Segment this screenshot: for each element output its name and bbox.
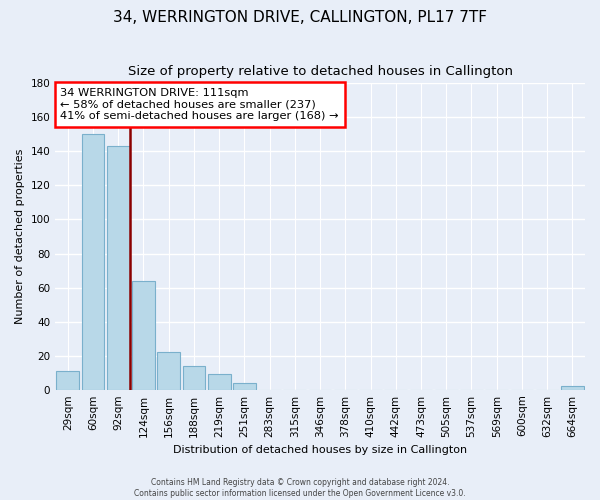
Bar <box>561 386 584 390</box>
Title: Size of property relative to detached houses in Callington: Size of property relative to detached ho… <box>128 65 512 78</box>
Bar <box>157 352 180 390</box>
Text: 34 WERRINGTON DRIVE: 111sqm
← 58% of detached houses are smaller (237)
41% of se: 34 WERRINGTON DRIVE: 111sqm ← 58% of det… <box>61 88 339 121</box>
X-axis label: Distribution of detached houses by size in Callington: Distribution of detached houses by size … <box>173 445 467 455</box>
Text: Contains HM Land Registry data © Crown copyright and database right 2024.
Contai: Contains HM Land Registry data © Crown c… <box>134 478 466 498</box>
Bar <box>107 146 130 390</box>
Bar <box>132 281 155 390</box>
Bar <box>233 383 256 390</box>
Bar <box>82 134 104 390</box>
Bar <box>56 371 79 390</box>
Y-axis label: Number of detached properties: Number of detached properties <box>15 149 25 324</box>
Text: 34, WERRINGTON DRIVE, CALLINGTON, PL17 7TF: 34, WERRINGTON DRIVE, CALLINGTON, PL17 7… <box>113 10 487 25</box>
Bar <box>208 374 230 390</box>
Bar <box>182 366 205 390</box>
